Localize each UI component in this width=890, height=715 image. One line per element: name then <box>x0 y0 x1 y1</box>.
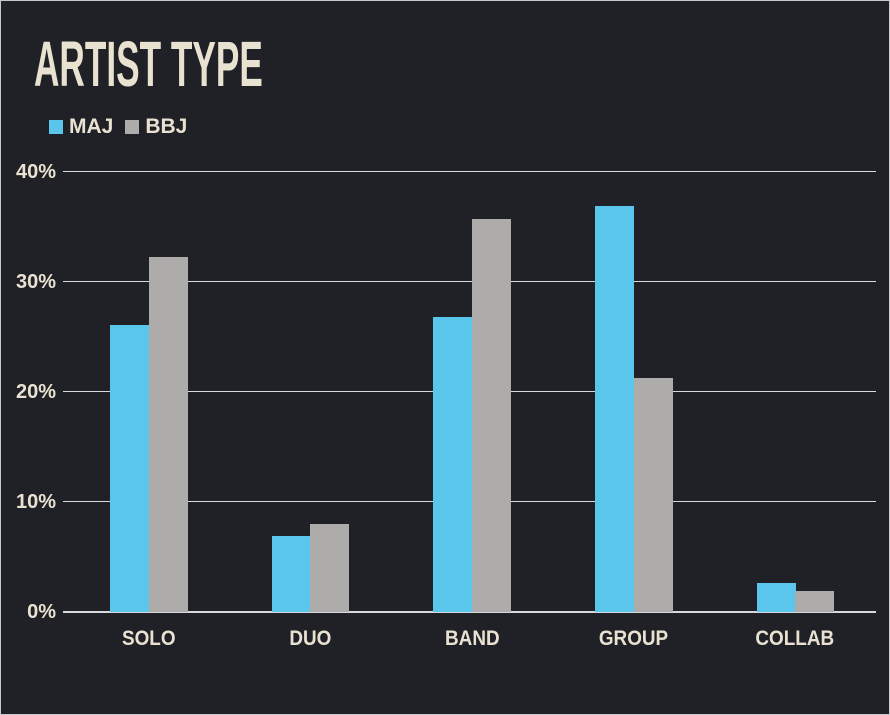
bar-bbj-solo <box>149 257 188 612</box>
x-axis-label-band: BAND <box>444 627 500 650</box>
y-axis-label-40: 40% <box>15 161 56 183</box>
x-axis-tick-group: GROUP <box>553 627 715 651</box>
x-axis-tick-solo: SOLO <box>68 627 230 651</box>
x-axis-tick-collab: COLLAB <box>714 627 876 651</box>
bar-maj-solo <box>110 325 149 612</box>
chart-title: ARTIST TYPE <box>34 28 263 100</box>
gridline-30 <box>63 281 876 282</box>
legend-swatch-bbj-icon <box>125 120 140 134</box>
legend-item-maj: MAJ <box>49 115 113 139</box>
y-axis-label-10: 10% <box>15 491 56 513</box>
bar-maj-duo <box>272 536 311 612</box>
bar-maj-group <box>595 206 634 612</box>
y-axis-label-0: 0% <box>27 601 56 623</box>
x-axis-label-duo: DUO <box>288 627 331 650</box>
gridline-40 <box>63 171 876 172</box>
legend-label-bbj: BBJ <box>145 115 188 138</box>
x-axis-label-collab: COLLAB <box>755 627 835 650</box>
bar-bbj-band <box>472 219 511 612</box>
bar-maj-collab <box>757 583 796 612</box>
bar-bbj-collab <box>795 591 834 612</box>
bar-bbj-group <box>634 378 673 612</box>
bar-maj-band <box>433 317 472 612</box>
x-axis-label-solo: SOLO <box>122 627 176 650</box>
legend-label-maj: MAJ <box>69 115 114 138</box>
y-axis-label-20: 20% <box>15 381 56 403</box>
legend-item-bbj: BBJ <box>125 115 187 139</box>
legend: MAJ BBJ <box>49 115 187 139</box>
x-axis-tick-duo: DUO <box>229 627 391 651</box>
x-axis-label-group: GROUP <box>599 627 669 650</box>
y-axis-label-30: 30% <box>15 271 56 293</box>
legend-swatch-maj-icon <box>49 120 63 134</box>
bar-bbj-duo <box>310 524 349 612</box>
x-axis-tick-band: BAND <box>391 627 553 651</box>
gridline-0 <box>63 611 876 613</box>
